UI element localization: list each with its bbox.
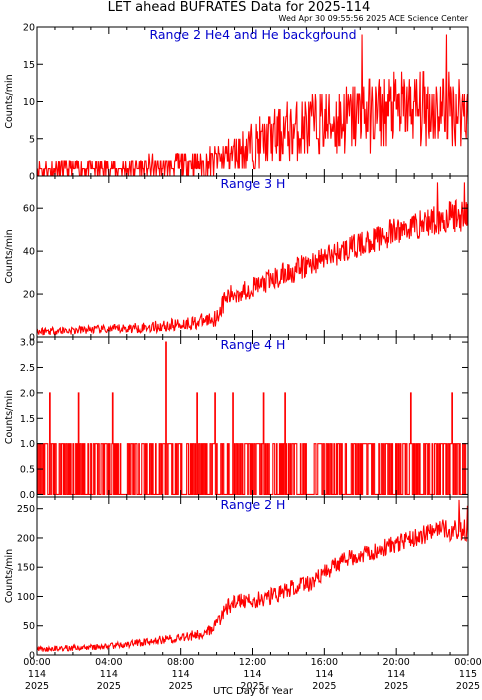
x-tick-text: 115 [459,669,477,680]
y-tick-label: 2.0 [20,388,35,399]
x-tick-text: 114 [172,669,190,680]
y-axis-label: Counts/min [4,549,15,603]
y-tick-label: 200 [17,533,35,544]
timestamp: Wed Apr 30 09:55:56 2025 ACE Science Cen… [279,14,469,23]
data-series-line [37,341,468,496]
x-tick-text: 2025 [384,681,408,692]
y-tick-label: 50 [23,621,35,632]
y-axis-label: Counts/min [4,390,15,444]
y-tick-label: 0 [29,651,35,662]
y-tick-label: 0 [29,333,35,344]
panel-label: Range 2 H [221,497,286,512]
x-tick-text: 114 [243,669,261,680]
panels: 0 5 10 15 20 Counts/min Range 2 He4 and He bac… [4,23,469,662]
x-tick-text: 114 [315,669,333,680]
y-tick-label: 20 [23,23,35,34]
panel-label: Range 4 H [221,337,286,352]
y-axis-label: Counts/min [4,74,15,128]
x-tick-text: 2025 [456,681,480,692]
x-axis-label: UTC Day of Year [213,686,294,697]
x-tick-text: 00:00 [454,657,481,668]
y-tick-label: 1.5 [20,414,35,425]
y-tick-label: 20 [23,290,35,301]
panel-4: 0 50 100 150 200 250 Counts/min Range 2 H [4,496,469,662]
data-series-line [36,499,469,653]
data-series-line [36,182,469,336]
panel-3: 0.0 0.5 1.0 1.5 2.0 2.5 3.0 Counts/min Range 4 H [4,336,469,501]
x-tick-text: 2025 [25,681,49,692]
y-tick-label: 5 [29,134,35,145]
y-tick-label: 150 [17,563,35,574]
y-tick-label: 40 [23,247,35,258]
y-tick-label: 0 [29,172,35,183]
y-tick-label: 0.5 [20,465,35,476]
x-tick-text: 20:00 [382,657,409,668]
plot-frame [36,175,469,338]
data-series-line [36,34,469,177]
plot-frame [36,496,469,656]
x-tick-text: 114 [387,669,405,680]
y-tick-label: 250 [17,504,35,515]
x-tick-text: 114 [28,669,46,680]
x-tick-text: 2025 [97,681,121,692]
y-tick-label: 15 [23,60,35,71]
x-tick-text: 08:00 [167,657,194,668]
x-tick-text: 2025 [169,681,193,692]
x-axis: 00:00114202504:00114202508:00114202512:0… [23,657,481,692]
x-tick-text: 16:00 [311,657,338,668]
x-tick-text: 12:00 [239,657,266,668]
x-tick-text: 2025 [240,681,264,692]
chart-title: LET ahead BUFRATES Data for 2025-114 [108,0,371,15]
y-tick-label: 10 [23,97,35,108]
panel-1: 0 5 10 15 20 Counts/min Range 2 He4 and He bac… [4,23,469,183]
x-tick-text: 04:00 [95,657,122,668]
y-axis-label: Counts/min [4,229,15,283]
y-tick-label: 100 [17,592,35,603]
x-tick-text: 00:00 [23,657,50,668]
y-tick-label: 60 [23,204,35,215]
x-tick-text: 2025 [312,681,336,692]
x-tick-text: 114 [100,669,118,680]
y-tick-label: 1.0 [20,439,35,450]
y-tick-label: 0.0 [20,490,35,501]
y-tick-label: 3.0 [20,338,35,349]
panel-label: Range 3 H [221,176,286,191]
panel-2: 0 20 40 60 Counts/min Range 3 H [4,175,469,344]
y-tick-label: 2.5 [20,363,35,374]
panel-label: Range 2 He4 and He background [149,27,356,42]
